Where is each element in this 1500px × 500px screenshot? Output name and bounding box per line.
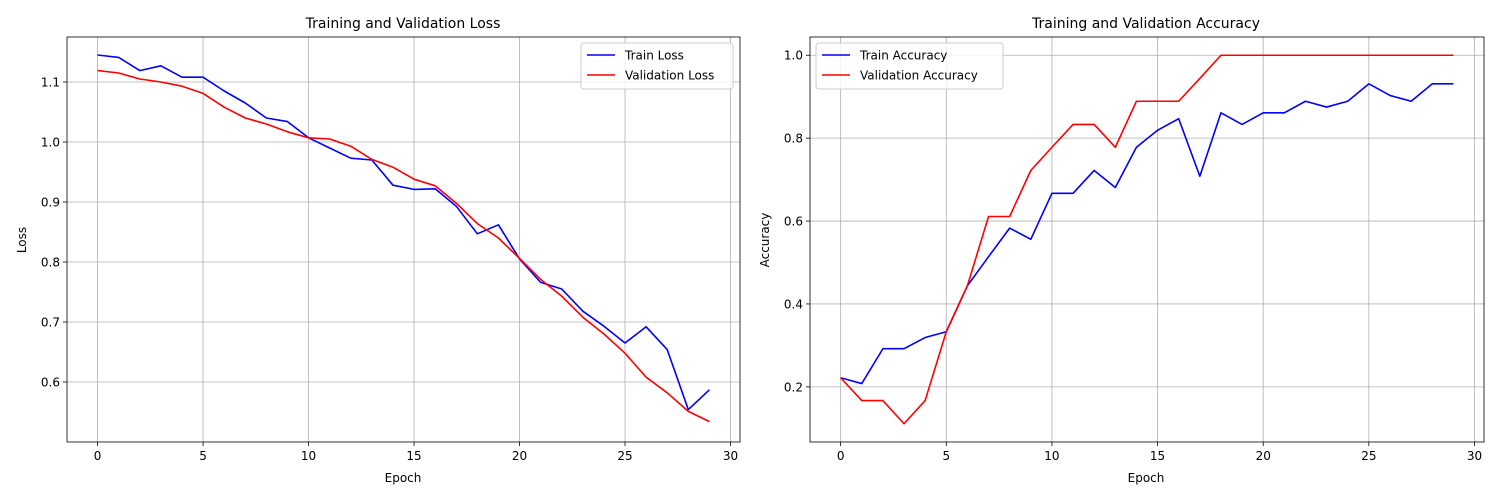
accuracy-x-tick-label: 5 — [942, 449, 950, 463]
accuracy-legend-label-train: Train Accuracy — [859, 49, 947, 63]
accuracy-grid — [810, 37, 1484, 442]
loss-chart-title: Training and Validation Loss — [305, 16, 501, 32]
loss-grid — [67, 37, 740, 442]
accuracy-y-axis-title: Accuracy — [758, 213, 772, 268]
accuracy-legend-label-validation: Validation Accuracy — [860, 69, 978, 83]
loss-x-tick-label: 5 — [199, 449, 207, 463]
loss-y-tick-label: 0.6 — [41, 376, 60, 390]
loss-y-tick-label: 0.9 — [41, 196, 60, 210]
accuracy-y-tick-label: 0.2 — [784, 380, 803, 394]
accuracy-x-tick-label: 30 — [1467, 449, 1482, 463]
accuracy-y-tick-label: 1.0 — [784, 49, 803, 63]
loss-x-tick-label: 15 — [406, 449, 421, 463]
loss-legend-box — [580, 42, 734, 90]
accuracy-series-validation-accuracy — [840, 54, 1454, 425]
loss-x-tick-label: 20 — [512, 449, 527, 463]
accuracy-y-tick-label: 0.6 — [784, 215, 803, 229]
loss-x-tick-label: 0 — [94, 449, 102, 463]
loss-x-tick-label: 10 — [301, 449, 316, 463]
accuracy-series — [840, 54, 1454, 425]
accuracy-chart: Training and Validation Accuracy 0 5 10 15 2… — [758, 16, 1485, 485]
loss-plot-frame — [66, 36, 741, 443]
loss-chart: Training and Validation Loss 0 5 10 15 20 25 3… — [15, 16, 741, 485]
loss-y-tick-label: 1.0 — [41, 136, 60, 150]
accuracy-y-tick-label: 0.8 — [784, 132, 803, 146]
loss-legend-label-train: Train Loss — [624, 49, 684, 63]
loss-series-validation-loss — [97, 69, 710, 423]
loss-x-tick-label: 25 — [617, 449, 632, 463]
accuracy-y-tick-label: 0.4 — [784, 297, 803, 311]
accuracy-legend-box — [815, 42, 1004, 90]
accuracy-plot-frame — [809, 36, 1485, 443]
loss-legend-label-validation: Validation Loss — [625, 69, 714, 83]
accuracy-ticks: 0 5 10 15 20 25 30 0.2 0.4 0.6 0.8 1.0 — [784, 49, 1482, 463]
loss-series-train-loss — [97, 54, 710, 411]
accuracy-x-tick-label: 10 — [1044, 449, 1059, 463]
loss-y-tick-label: 1.1 — [41, 76, 60, 90]
loss-ticks: 0 5 10 15 20 25 30 0.6 0.7 0.8 0.9 1.0 1.1 — [41, 76, 738, 464]
loss-legend: Train Loss Validation Loss — [580, 42, 734, 90]
loss-y-tick-label: 0.8 — [41, 256, 60, 270]
accuracy-series-train-accuracy — [840, 83, 1454, 385]
accuracy-x-tick-label: 0 — [837, 449, 845, 463]
loss-series — [97, 54, 710, 423]
accuracy-x-tick-label: 25 — [1361, 449, 1376, 463]
accuracy-legend: Train Accuracy Validation Accuracy — [815, 42, 1004, 90]
loss-x-tick-label: 30 — [723, 449, 738, 463]
accuracy-x-tick-label: 15 — [1150, 449, 1165, 463]
accuracy-x-axis-title: Epoch — [1128, 471, 1165, 485]
loss-y-tick-label: 0.7 — [41, 316, 60, 330]
accuracy-x-tick-label: 20 — [1256, 449, 1271, 463]
loss-x-axis-title: Epoch — [385, 471, 422, 485]
loss-y-axis-title: Loss — [15, 227, 29, 253]
accuracy-chart-title: Training and Validation Accuracy — [1031, 16, 1260, 32]
